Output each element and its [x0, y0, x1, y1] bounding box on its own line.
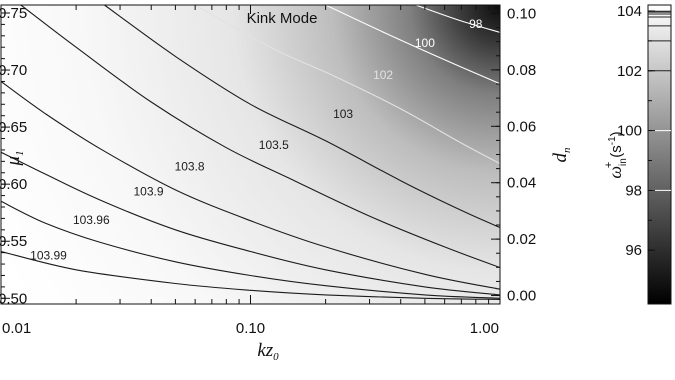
colorbar-tick-label: 104 — [617, 3, 642, 20]
y-right-axis-ticks: 0.00 0.02 0.04 0.06 0.08 0.10 — [491, 5, 536, 305]
y-right-axis-title: dn — [550, 147, 573, 163]
y-left-tick-label: 0.75 — [0, 5, 27, 22]
y-right-tick-label: 0.04 — [507, 175, 536, 192]
x-tick-label: 1.00 — [470, 320, 499, 337]
contour-label-103.5: 103.5 — [259, 138, 289, 152]
y-right-tick-label: 0.08 — [507, 62, 536, 79]
svg-text:μ1: μ1 — [3, 150, 26, 166]
y-left-tick-label: 0.65 — [0, 119, 27, 136]
contour-lines — [1, 5, 500, 300]
colorbar-title: ωin+(s-1) — [603, 131, 629, 178]
contour-line-102 — [194, 5, 500, 165]
contour-line-98 — [415, 5, 500, 33]
colorbar — [647, 4, 672, 305]
contour-line-103.9 — [1, 151, 500, 296]
colorbar-ticks: 96 98 100 102 104 — [617, 3, 655, 281]
contour-line-103 — [104, 5, 500, 229]
y-right-tick-label: 0.02 — [507, 231, 536, 248]
y-left-tick-label: 0.60 — [0, 176, 27, 193]
contour-line-103.5 — [20, 5, 500, 269]
contour-line-100 — [325, 5, 500, 85]
contour-labels: 103.99 103.96 103.9 103.8 103.5 103 102 100 98 — [30, 17, 483, 263]
colorbar-tick-label: 102 — [617, 63, 642, 80]
y-right-tick-label: 0.06 — [507, 118, 536, 135]
contour-label-103.99: 103.99 — [30, 249, 67, 263]
y-left-tick-label: 0.50 — [0, 290, 27, 307]
y-left-axis-title: μ1 — [3, 150, 26, 166]
colorbar-tick-label: 98 — [625, 182, 642, 199]
contour-label-100: 100 — [415, 36, 435, 50]
contour-label-98: 98 — [469, 17, 483, 31]
plot-title: Kink Mode — [247, 10, 318, 27]
contour-line-103.8 — [1, 81, 500, 290]
contour-line-103.99 — [1, 250, 500, 300]
colorbar-tick-label: 96 — [625, 242, 642, 259]
y-left-tick-label: 0.55 — [0, 233, 27, 250]
contour-label-103.8: 103.8 — [175, 160, 205, 174]
x-tick-label: 0.10 — [236, 320, 265, 337]
contour-label-103.96: 103.96 — [73, 213, 110, 227]
y-right-tick-label: 0.00 — [507, 288, 536, 305]
contour-label-103: 103 — [333, 107, 353, 121]
y-left-axis-ticks: 0.50 0.55 0.60 0.65 0.70 0.75 — [0, 5, 27, 307]
contour-line-103.96 — [1, 200, 500, 299]
x-tick-label: 0.01 — [2, 320, 31, 337]
svg-text:ωin+(s-1): ωin+(s-1) — [603, 131, 629, 178]
svg-text:dn: dn — [550, 147, 573, 163]
x-axis-title: kz0 — [257, 340, 279, 363]
colorbar-tick-label: 100 — [617, 123, 642, 140]
y-left-tick-label: 0.70 — [0, 62, 27, 79]
x-axis-ticks: 0.01 0.10 1.00 — [0, 5, 501, 337]
y-right-tick-label: 0.10 — [507, 5, 536, 22]
contour-label-102: 102 — [373, 68, 393, 82]
contour-label-103.9: 103.9 — [133, 185, 163, 199]
plot-background — [1, 5, 500, 304]
